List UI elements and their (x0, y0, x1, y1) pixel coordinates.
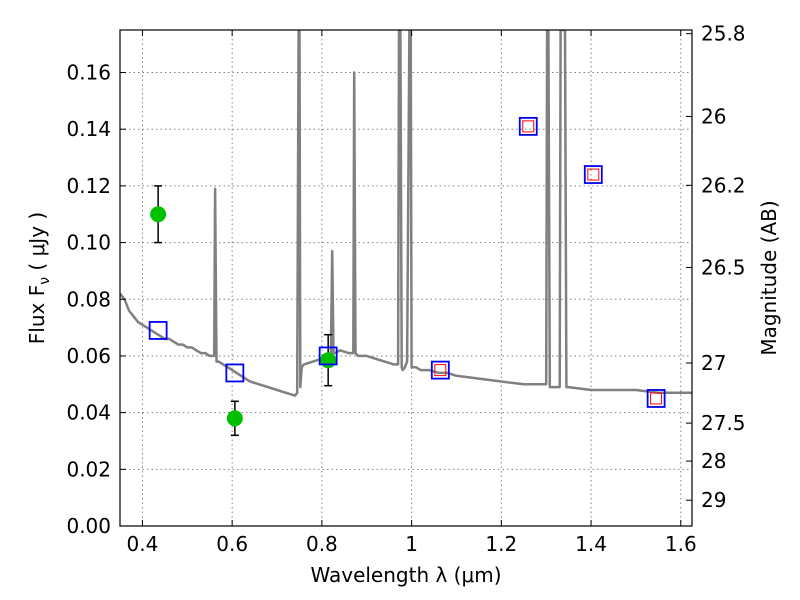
observed-flux-point (320, 352, 337, 369)
model-flux-square (583, 165, 603, 184)
y2-tick-label: 27.5 (701, 411, 746, 435)
model-flux-inner-square (522, 120, 535, 133)
x-tick-label: 1.6 (665, 532, 697, 556)
model-flux-square (318, 346, 338, 366)
x-tick-label: 0.8 (306, 532, 338, 556)
observed-flux-point (226, 410, 243, 427)
y-tick-label: 0.02 (66, 457, 111, 481)
x-tick-label: 0.4 (127, 532, 159, 556)
y-axis-title-subscript: ν (37, 277, 53, 285)
y-tick-label: 0.12 (66, 174, 111, 198)
plot-frame (119, 29, 693, 527)
y-tick-label: 0.14 (66, 117, 111, 141)
model-flux-inner-square (587, 168, 600, 181)
y-tick-label: 0.08 (66, 287, 111, 311)
y-tick-label: 0.00 (66, 514, 111, 538)
model-flux-square (148, 321, 168, 340)
spectrum-layer (120, 30, 692, 397)
y2-tick-label: 26.5 (701, 256, 746, 280)
model-flux-inner-square (434, 364, 447, 377)
y-tick-label: 0.16 (66, 61, 111, 85)
y-tick-label: 0.10 (66, 231, 111, 255)
y2-tick-label: 28 (701, 449, 726, 473)
model-flux-square (430, 360, 450, 380)
x-tick-label: 1.4 (575, 532, 607, 556)
x-tick-label: 1 (405, 532, 418, 556)
y2-tick-label: 27 (701, 351, 726, 375)
y2-tick-label: 26.2 (701, 173, 746, 197)
x-tick-label: 1.2 (485, 532, 517, 556)
photometry-layer (148, 116, 666, 437)
ticks-layer: 0.4 0.6 0.8 1 1.2 1.4 1.6 0.00 0.02 0.04 0.06 0.08 0… (66, 22, 745, 556)
y-tick-label: 0.06 (66, 344, 111, 368)
observed-flux-point (150, 206, 167, 223)
plot-background (120, 30, 692, 526)
y-axis-title-unit: ( μJy ) (25, 212, 49, 277)
y-axis-title: Flux Fν ( μJy ) (25, 212, 53, 344)
model-flux-square (225, 363, 245, 383)
x-axis-title: Wavelength λ (μm) (310, 563, 501, 587)
model-flux-square (518, 116, 538, 136)
y-axis-title-main: Flux F (25, 285, 49, 344)
y2-tick-label: 25.8 (701, 22, 746, 46)
spectrum-line (120, 30, 692, 397)
y2-axis-title: Magnitude (AB) (757, 200, 781, 355)
model-flux-inner-square (650, 392, 663, 405)
y2-tick-label: 26 (701, 104, 726, 128)
y-tick-label: 0.04 (66, 401, 111, 425)
x-tick-label: 0.6 (216, 532, 248, 556)
y2-tick-label: 29 (701, 488, 726, 512)
model-flux-square (646, 389, 666, 408)
